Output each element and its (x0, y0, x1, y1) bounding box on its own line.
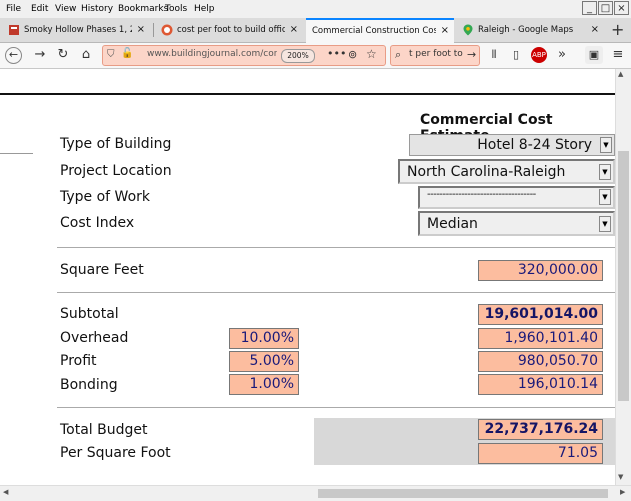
tab-cost-per-foot[interactable]: cost per foot to build office buil × (155, 19, 303, 41)
sidebar-icon[interactable]: ▯ (512, 48, 520, 61)
overhead-value: 1,960,101.40 (478, 328, 603, 349)
tab-bar: Smoky Hollow Phases 1, 2, and × cost per… (0, 18, 631, 43)
document-icon (9, 25, 19, 35)
top-rule (0, 93, 615, 95)
horizontal-scroll-thumb[interactable] (318, 489, 608, 498)
navigation-bar: ← → ↻ ⌂ ⛉ 🔓 www.buildingjournal.com/cons… (0, 43, 631, 69)
divider (57, 247, 615, 248)
menu-view[interactable]: View (55, 4, 77, 14)
library-icon[interactable]: ⫴ (491, 48, 497, 61)
vertical-scroll-thumb[interactable] (618, 151, 629, 401)
type-of-work-label: Type of Work (60, 189, 151, 205)
select-value: ----------------------------------- (427, 189, 536, 200)
left-rule (0, 153, 33, 154)
search-icon: ⌕ (395, 48, 402, 61)
menu-tools[interactable]: Tools (165, 4, 188, 14)
page-actions-icon[interactable]: ••• (327, 47, 347, 60)
menu-help[interactable]: Help (194, 4, 215, 14)
hamburger-menu-icon[interactable]: ≡ (612, 47, 624, 62)
total-budget-value: 22,737,176.24 (478, 419, 603, 440)
tab-google-maps[interactable]: Raleigh - Google Maps × (456, 19, 604, 41)
scroll-up-icon[interactable]: ▲ (618, 70, 624, 78)
duckduckgo-icon (161, 24, 173, 36)
url-bar[interactable]: ⛉ 🔓 www.buildingjournal.com/const 200% •… (102, 45, 386, 66)
adblock-icon[interactable]: ABP (531, 47, 547, 63)
divider (57, 407, 615, 408)
scroll-right-icon[interactable]: ▶ (620, 488, 626, 496)
type-of-building-label: Type of Building (60, 136, 172, 152)
tab-title: Smoky Hollow Phases 1, 2, and (24, 25, 132, 35)
select-value: North Carolina-Raleigh (407, 164, 566, 180)
insecure-lock-icon[interactable]: 🔓 (121, 48, 134, 59)
tab-title: cost per foot to build office buil (177, 25, 285, 35)
close-tab-icon[interactable]: × (289, 24, 298, 35)
search-bar[interactable]: ⌕ t per foot to → (390, 45, 480, 66)
dropdown-arrow-icon[interactable]: ▼ (599, 216, 611, 232)
square-feet-label: Square Feet (60, 262, 144, 278)
select-value: Hotel 8-24 Story (477, 137, 592, 153)
home-icon[interactable]: ⌂ (81, 47, 91, 62)
horizontal-scrollbar[interactable]: ◀ ▶ (0, 485, 631, 501)
profit-value: 980,050.70 (478, 351, 603, 372)
close-window-button[interactable]: × (614, 1, 629, 15)
overflow-chevron-icon[interactable]: » (558, 47, 566, 62)
zoom-level-badge[interactable]: 200% (281, 49, 315, 63)
tab-smoky-hollow[interactable]: Smoky Hollow Phases 1, 2, and × (2, 19, 150, 41)
reload-icon[interactable]: ↻ (57, 47, 69, 62)
url-text[interactable]: www.buildingjournal.com/const (147, 49, 277, 59)
per-square-foot-label: Per Square Foot (60, 445, 171, 461)
pocket-icon[interactable]: ⊚ (348, 48, 358, 61)
profit-label: Profit (60, 353, 97, 369)
tab-commercial-cost[interactable]: Commercial Construction Cost Calcu × (306, 18, 454, 43)
total-budget-label: Total Budget (60, 422, 148, 438)
tab-title: Commercial Construction Cost Calcu (312, 26, 436, 36)
bonding-label: Bonding (60, 377, 118, 393)
menu-history[interactable]: History (81, 4, 114, 14)
bookmark-star-icon[interactable]: ☆ (366, 47, 377, 61)
menu-bar: File Edit View History Bookmarks Tools H… (0, 0, 631, 18)
menu-file[interactable]: File (6, 4, 22, 14)
dropdown-arrow-icon[interactable]: ▼ (600, 137, 612, 153)
vertical-scrollbar[interactable]: ▲ ▼ (615, 69, 631, 485)
new-tab-icon[interactable]: + (611, 20, 625, 39)
page-content: Commercial Cost Estimate Type of Buildin… (0, 69, 615, 485)
maximize-button[interactable]: □ (598, 1, 613, 15)
minimize-button[interactable]: _ (582, 1, 597, 15)
back-arrow-icon[interactable]: ← (5, 47, 22, 64)
menu-bookmarks[interactable]: Bookmarks (118, 4, 169, 14)
profit-percent-input[interactable]: 5.00% (229, 351, 299, 372)
type-of-work-select[interactable]: ----------------------------------- ▼ (418, 186, 615, 209)
square-feet-input[interactable]: 320,000.00 (478, 260, 603, 281)
scroll-left-icon[interactable]: ◀ (3, 488, 9, 496)
divider (57, 292, 615, 293)
bonding-value: 196,010.14 (478, 374, 603, 395)
dropdown-arrow-icon[interactable]: ▼ (599, 164, 611, 180)
search-go-icon[interactable]: → (467, 48, 477, 61)
cost-index-select[interactable]: Median ▼ (418, 211, 615, 236)
close-tab-icon[interactable]: × (440, 25, 449, 36)
menu-edit[interactable]: Edit (31, 4, 49, 14)
shield-icon[interactable]: ⛉ (107, 49, 115, 60)
select-value: Median (427, 216, 478, 232)
subtotal-value: 19,601,014.00 (478, 304, 603, 325)
scroll-down-icon[interactable]: ▼ (618, 473, 624, 481)
overhead-label: Overhead (60, 330, 129, 346)
close-tab-icon[interactable]: × (590, 24, 599, 35)
tab-title: Raleigh - Google Maps (478, 25, 574, 35)
forward-arrow-icon[interactable]: → (34, 47, 46, 62)
type-of-building-select[interactable]: Hotel 8-24 Story ▼ (409, 134, 615, 156)
project-location-label: Project Location (60, 163, 172, 179)
overhead-percent-input[interactable]: 10.00% (229, 328, 299, 349)
subtotal-label: Subtotal (60, 306, 119, 322)
extension-icon[interactable]: ▣ (585, 46, 603, 64)
cost-index-label: Cost Index (60, 215, 135, 231)
bonding-percent-input[interactable]: 1.00% (229, 374, 299, 395)
dropdown-arrow-icon[interactable]: ▼ (599, 189, 611, 205)
search-input[interactable]: t per foot to (409, 49, 463, 59)
per-square-foot-value: 71.05 (478, 443, 603, 464)
close-tab-icon[interactable]: × (136, 24, 145, 35)
project-location-select[interactable]: North Carolina-Raleigh ▼ (398, 159, 615, 184)
google-maps-icon (463, 24, 473, 36)
